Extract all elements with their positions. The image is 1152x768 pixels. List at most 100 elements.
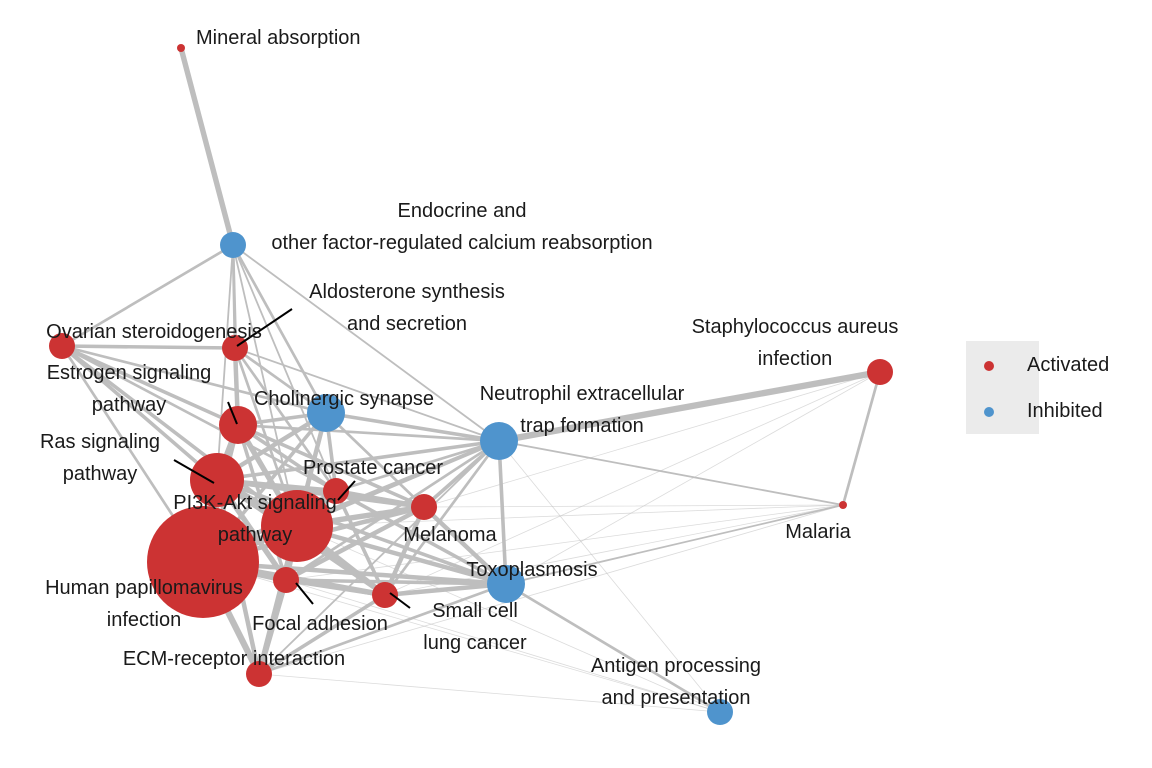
node-label-pi3k: PI3K-Akt signaling pathway (173, 492, 336, 546)
node-endocrine (220, 232, 246, 258)
edge-staph-smallcell (384, 371, 881, 596)
node-label-malaria: Malaria (785, 521, 851, 543)
node-label-line: pathway (218, 524, 293, 546)
edge-malaria-toxo (505, 504, 844, 585)
node-label-mineral: Mineral absorption (196, 27, 361, 49)
leader-line-ras (173, 459, 215, 484)
node-label-line: infection (758, 348, 833, 370)
edge-ovarian-cholinergic (60, 344, 328, 415)
edge-staph-toxo (505, 371, 881, 585)
edge-endocrine-prostate (232, 244, 337, 492)
edge-malaria-melanoma (423, 504, 844, 508)
node-label-staph: Staphylococcus aureus infection (692, 316, 899, 370)
node-label-line: and secretion (347, 313, 467, 335)
node-label-line: pathway (92, 394, 167, 416)
node-label-line: Cholinergic synapse (254, 388, 434, 410)
node-label-line: Antigen processing (591, 655, 761, 677)
edge-focal-ecm (256, 577, 289, 677)
node-layer (49, 44, 893, 725)
edge-ovarian-ras (60, 344, 219, 482)
node-label-line: lung cancer (423, 632, 527, 654)
node-label-neutrophil: Neutrophil extracellular trap formation (480, 383, 685, 437)
edge-neutrophil-antigen (498, 440, 721, 713)
label-layer: Mineral absorption Endocrine and other fac… (40, 27, 898, 709)
node-label-estrogen: Estrogen signaling pathway (47, 362, 212, 416)
edge-toxo-ecm (257, 582, 508, 676)
edge-smallcell-toxo (382, 581, 509, 598)
node-ras (190, 453, 244, 507)
node-label-line: Estrogen signaling (47, 362, 212, 384)
leader-line-smallcell (389, 592, 411, 609)
edge-melanoma-smallcell (382, 504, 427, 598)
edge-ecm-antigen (258, 673, 721, 713)
node-pi3k (261, 490, 333, 562)
node-label-line: Ras signaling (40, 431, 160, 453)
node-label-line: PI3K-Akt signaling (173, 492, 336, 514)
edge-focal-toxo (284, 578, 508, 586)
node-ecm (246, 661, 272, 687)
node-toxo (487, 565, 525, 603)
node-ovarian (49, 333, 75, 359)
node-label-line: Aldosterone synthesis (309, 281, 505, 303)
node-label-line: Neutrophil extracellular (480, 383, 685, 405)
legend: Activated Inhibited (966, 341, 1109, 434)
edge-endocrine-ovarian (60, 243, 235, 348)
node-label-cholinergic: Cholinergic synapse (254, 388, 434, 410)
edge-malaria-focal (285, 504, 844, 581)
node-melanoma (411, 494, 437, 520)
edge-ras-toxo (215, 478, 508, 586)
node-label-line: Small cell (432, 600, 518, 622)
node-label-line: pathway (63, 463, 138, 485)
node-label-line: and presentation (601, 687, 750, 709)
node-label-line: infection (107, 609, 182, 631)
edge-endocrine-pi3k (232, 244, 298, 527)
leader-line-aldosterone (236, 308, 293, 347)
node-label-toxo: Toxoplasmosis (466, 559, 597, 581)
edge-neutrophil-toxo (497, 439, 508, 586)
edge-malaria-pi3k (296, 504, 844, 527)
node-label-line: Melanoma (403, 524, 497, 546)
node-label-antigen: Antigen processing and presentation (591, 655, 761, 709)
edge-ovarian-aldosterone (60, 344, 237, 350)
edge-staph-malaria (841, 370, 882, 507)
node-label-line: ECM-receptor interaction (123, 648, 345, 670)
leader-line-focal (295, 582, 314, 605)
legend-key-inhibited (984, 407, 994, 417)
node-smallcell (372, 582, 398, 608)
node-label-line: Focal adhesion (252, 613, 388, 635)
node-label-prostate: Prostate cancer (303, 457, 443, 479)
legend-label-inhibited: Inhibited (1027, 400, 1103, 422)
node-label-line: Toxoplasmosis (466, 559, 597, 581)
node-label-line: Endocrine and (398, 200, 527, 222)
node-prostate (323, 478, 349, 504)
node-antigen (707, 699, 733, 725)
node-label-focal: Focal adhesion (252, 613, 388, 635)
edge-ovarian-estrogen (60, 344, 240, 427)
edge-neutrophil-ecm (258, 440, 500, 675)
edge-prostate-toxo (334, 489, 508, 586)
node-label-melanoma: Melanoma (403, 524, 497, 546)
legend-label-activated: Activated (1027, 354, 1110, 376)
node-label-line: Ovarian steroidogenesis (46, 321, 262, 343)
node-estrogen (219, 406, 257, 444)
leader-line-prostate (337, 480, 356, 501)
edge-ovarian-prostate (60, 344, 338, 493)
node-label-line: Prostate cancer (303, 457, 443, 479)
node-label-endocrine: Endocrine and other factor-regulated calc… (271, 200, 652, 254)
node-label-smallcell: Small cell lung cancer (423, 600, 527, 654)
node-label-aldosterone: Aldosterone synthesis and secretion (309, 281, 505, 335)
node-focal (273, 567, 299, 593)
edge-endocrine-neutrophil (232, 244, 500, 442)
node-staph (867, 359, 893, 385)
edge-prostate-smallcell (334, 489, 387, 597)
node-label-line: Staphylococcus aureus (692, 316, 899, 338)
node-aldosterone (222, 335, 248, 361)
node-hpv (147, 506, 259, 618)
edge-pi3k-antigen (296, 525, 721, 713)
node-mineral (177, 44, 185, 52)
node-label-line: other factor-regulated calcium reabsorpt… (271, 232, 652, 254)
edge-neutrophil-prostate (334, 439, 501, 493)
edge-staph-melanoma (423, 371, 881, 508)
edge-mineral-endocrine (178, 45, 236, 248)
edge-malaria-ecm (258, 504, 844, 675)
